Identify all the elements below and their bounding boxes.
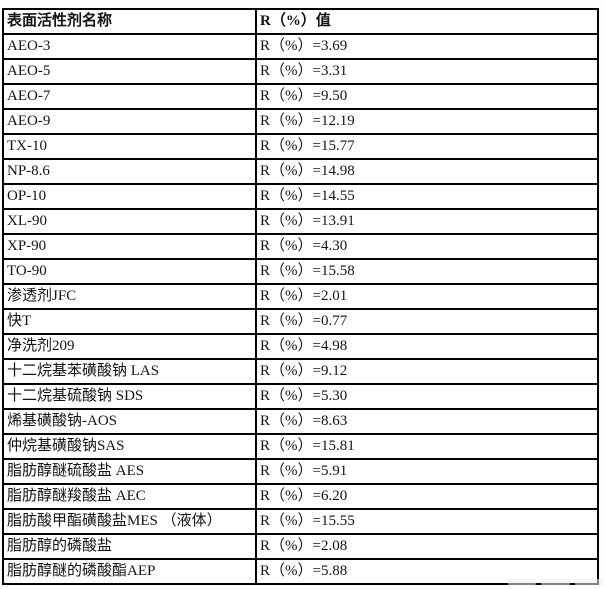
r-value-cell: R（%）=15.55	[255, 508, 599, 535]
table-row: 脂肪醇醚羧酸盐 AEC R（%）=6.20	[2, 483, 599, 510]
table-row: 烯基磺酸钠-AOS R（%）=8.63	[2, 408, 599, 435]
surfactant-name-cell: 脂肪醇醚羧酸盐 AEC	[2, 483, 257, 510]
table-row: 脂肪醇醚硫酸盐 AES R（%）=5.91	[2, 458, 599, 485]
r-value-cell: R（%）=4.30	[255, 233, 599, 260]
r-value-cell: R（%）=14.55	[255, 183, 599, 210]
r-value-cell: R（%）=9.12	[255, 358, 599, 385]
surfactant-name-cell: 脂肪醇醚硫酸盐 AES	[2, 458, 257, 485]
watermark	[508, 577, 603, 587]
table-row: 十二烷基硫酸钠 SDS R（%）=5.30	[2, 383, 599, 410]
r-value-cell: R（%）=12.19	[255, 108, 599, 135]
surfactant-name-cell: TO-90	[2, 258, 257, 285]
r-value-cell: R（%）=2.08	[255, 533, 599, 560]
surfactant-name-cell: 渗透剂JFC	[2, 283, 257, 310]
table-row: 脂肪酸甲酯磺酸盐MES （液体） R（%）=15.55	[2, 508, 599, 535]
table-row: AEO-7 R（%）=9.50	[2, 83, 599, 110]
table-row: 十二烷基苯磺酸钠 LAS R（%）=9.12	[2, 358, 599, 385]
r-value-cell: R（%）=15.77	[255, 133, 599, 160]
surfactant-name-cell: AEO-3	[2, 33, 257, 60]
surfactant-name-cell: OP-10	[2, 183, 257, 210]
table-body: AEO-3 R（%）=3.69 AEO-5 R（%）=3.31 AEO-7 R（%）=9.…	[2, 33, 599, 585]
r-value-cell: R（%）=15.58	[255, 258, 599, 285]
surfactant-name-cell: XL-90	[2, 208, 257, 235]
surfactant-name-cell: 净洗剂209	[2, 333, 257, 360]
surfactant-name-cell: XP-90	[2, 233, 257, 260]
table-row: AEO-5 R（%）=3.31	[2, 58, 599, 85]
r-value-cell: R（%）=5.91	[255, 458, 599, 485]
surfactant-name-cell: 仲烷基磺酸钠SAS	[2, 433, 257, 460]
table-row: NP-8.6 R（%）=14.98	[2, 158, 599, 185]
surfactant-name-cell: 十二烷基苯磺酸钠 LAS	[2, 358, 257, 385]
surfactant-name-cell: 脂肪醇的磷酸盐	[2, 533, 257, 560]
table-row: XL-90 R（%）=13.91	[2, 208, 599, 235]
column-header-surfactant-name: 表面活性剂名称	[2, 8, 257, 35]
table-row: 仲烷基磺酸钠SAS R（%）=15.81	[2, 433, 599, 460]
table-row: TX-10 R（%）=15.77	[2, 133, 599, 160]
r-value-cell: R（%）=3.31	[255, 58, 599, 85]
r-value-cell: R（%）=0.77	[255, 308, 599, 335]
r-value-cell: R（%）=6.20	[255, 483, 599, 510]
r-value-cell: R（%）=8.63	[255, 408, 599, 435]
r-value-cell: R（%）=2.01	[255, 283, 599, 310]
table-row: TO-90 R（%）=15.58	[2, 258, 599, 285]
table-row: 脂肪醇的磷酸盐 R（%）=2.08	[2, 533, 599, 560]
surfactant-name-cell: 脂肪醇醚的磷酸酯AEP	[2, 558, 257, 585]
r-value-cell: R（%）=14.98	[255, 158, 599, 185]
surfactant-r-value-table: 表面活性剂名称 R（%）值 AEO-3 R（%）=3.69 AEO-5 R（%）=3.…	[2, 8, 599, 585]
r-value-cell: R（%）=9.50	[255, 83, 599, 110]
surfactant-name-cell: 快T	[2, 308, 257, 335]
table-row: 渗透剂JFC R（%）=2.01	[2, 283, 599, 310]
surfactant-name-cell: AEO-5	[2, 58, 257, 85]
table-row: 快T R（%）=0.77	[2, 308, 599, 335]
table-row: OP-10 R（%）=14.55	[2, 183, 599, 210]
table-row: AEO-3 R（%）=3.69	[2, 33, 599, 60]
table-row: XP-90 R（%）=4.30	[2, 233, 599, 260]
r-value-cell: R（%）=13.91	[255, 208, 599, 235]
r-value-cell: R（%）=5.30	[255, 383, 599, 410]
surfactant-name-cell: 十二烷基硫酸钠 SDS	[2, 383, 257, 410]
column-header-r-value: R（%）值	[255, 8, 599, 35]
r-value-cell: R（%）=4.98	[255, 333, 599, 360]
surfactant-name-cell: NP-8.6	[2, 158, 257, 185]
surfactant-name-cell: TX-10	[2, 133, 257, 160]
surfactant-name-cell: 烯基磺酸钠-AOS	[2, 408, 257, 435]
surfactant-name-cell: 脂肪酸甲酯磺酸盐MES （液体）	[2, 508, 257, 535]
r-value-cell: R（%）=3.69	[255, 33, 599, 60]
r-value-cell: R（%）=15.81	[255, 433, 599, 460]
surfactant-name-cell: AEO-9	[2, 108, 257, 135]
table-row: 净洗剂209 R（%）=4.98	[2, 333, 599, 360]
table-header-row: 表面活性剂名称 R（%）值	[2, 8, 599, 35]
surfactant-name-cell: AEO-7	[2, 83, 257, 110]
table-row: AEO-9 R（%）=12.19	[2, 108, 599, 135]
